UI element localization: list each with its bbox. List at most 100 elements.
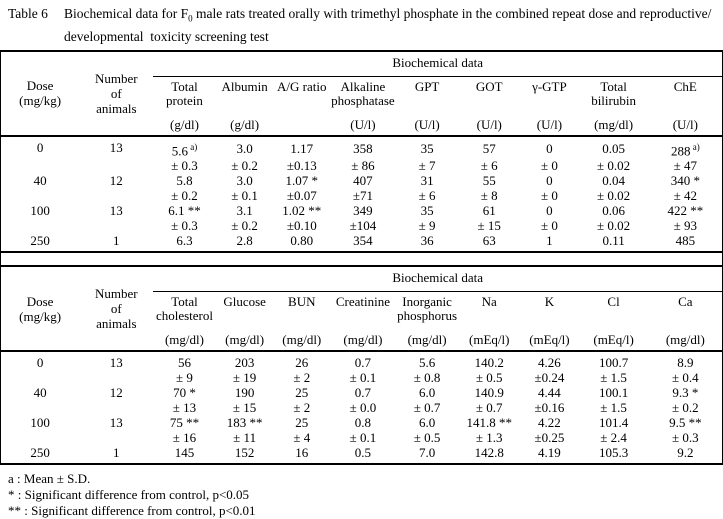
n-cell: 13 [109, 203, 123, 219]
value-cell: 6.3 [176, 233, 193, 249]
sd-cell: ± 16 [172, 430, 197, 446]
value-cell: 142.8 [474, 445, 504, 461]
biochemical-table-1: Dose (mg/kg) Number of animals Biochemic… [1, 49, 722, 254]
dose-label: Dose [26, 78, 54, 94]
sd-cell: ± 1.5 [600, 370, 627, 386]
table-row: 0 13 5.6 a) 3.0 1.17 358 35 57 0 0.05 288 a) [1, 136, 722, 158]
col-header-creatinine: Creatinine (mg/dl) [329, 291, 397, 353]
significance-marker: * [186, 385, 196, 401]
sd-cell: ± 0.1 [231, 188, 258, 204]
value-cell: 190 [234, 385, 255, 401]
dose-cell: 0 [36, 355, 44, 371]
value-cell: 152 [234, 445, 255, 461]
sd-cell: ±0.07 [286, 188, 317, 204]
value-cell: 31 [420, 173, 434, 189]
sd-cell: ± 6 [418, 188, 436, 204]
sd-cell: ± 0.8 [413, 370, 441, 386]
sd-cell: ± 4 [293, 430, 311, 446]
value-cell: 26 [295, 355, 309, 371]
col-header-bun: BUN (mg/dl) [273, 291, 330, 353]
n-cell: 13 [109, 355, 123, 371]
biochemical-data-spanner: Biochemical data [153, 50, 722, 77]
value-cell: 145 [174, 445, 195, 461]
sd-cell: ±0.10 [286, 218, 317, 234]
footnote-mean-sd: a : Mean ± S.D. [8, 471, 91, 487]
footnote-p001: ** : Significant difference from control… [8, 503, 256, 519]
sd-cell: ± 0.1 [349, 430, 377, 446]
col-header-total-protein: Total protein (g/dl) [153, 76, 216, 137]
table-number: Table 6 [8, 6, 48, 21]
significance-marker: ** [686, 203, 704, 219]
sd-cell: ±0.24 [534, 370, 565, 386]
value-cell: 35 [420, 141, 434, 157]
value-cell: 407 [353, 173, 373, 189]
dose-cell: 40 [33, 385, 47, 401]
tables-container: Dose (mg/kg) Number of animals Biochemic… [0, 49, 723, 466]
significance-marker: ** [685, 415, 702, 431]
caption-subscript: 0 [188, 13, 193, 24]
value-cell: 349 [353, 203, 373, 219]
dose-cell: 0 [36, 139, 44, 155]
n-label: of [110, 301, 122, 317]
significance-marker: ** [305, 203, 322, 219]
sd-cell: ± 0.2 [672, 400, 699, 416]
sd-cell: ± 2 [293, 400, 311, 416]
col-header-gpt: GPT (U/l) [396, 76, 459, 137]
value-cell: 0.7 [354, 385, 372, 401]
value-cell: 0 [546, 141, 553, 157]
mean-sd-marker: a) [187, 141, 198, 152]
mean-sd-marker: a) [690, 141, 700, 152]
col-header-ca: Ca (mg/dl) [648, 291, 722, 353]
footnote-p005: * : Significant difference from control,… [8, 487, 250, 503]
value-cell: 0.11 [602, 233, 625, 249]
value-cell: 203 [234, 355, 255, 371]
significance-marker: * [308, 173, 319, 189]
value-cell: 0 [546, 203, 553, 219]
value-cell: 8.9 [677, 355, 694, 371]
table-row: 40 12 5.8 3.0 1.07 * 407 31 55 0 0.04 340 * [1, 173, 722, 188]
value-cell: 5.6 a) [171, 141, 198, 159]
value-cell: 5.6 [418, 355, 436, 371]
table-row-sd: ± 16 ± 11 ± 4 ± 0.1 ± 0.5 ± 1.3 ±0.25 ± 2.4 ± 0.… [1, 430, 722, 445]
sd-cell: ± 0 [540, 158, 558, 174]
value-cell: 101.4 [598, 415, 629, 431]
table-row: 100 13 75 ** 183 ** 25 0.8 6.0 141.8 ** 4.22 101.… [1, 415, 722, 430]
sd-cell: ± 0.02 [597, 188, 631, 204]
value-cell: 140.2 [474, 355, 504, 371]
value-cell: 2.8 [236, 233, 253, 249]
value-cell: 36 [420, 233, 434, 249]
n-cell: 1 [113, 233, 120, 249]
sd-cell: ± 1.5 [600, 400, 627, 416]
value-cell: 0.8 [354, 415, 372, 431]
col-header-got: GOT (U/l) [458, 76, 521, 137]
value-cell: 3.0 [236, 173, 253, 189]
value-cell: 4.44 [538, 385, 561, 401]
sd-cell: ±104 [349, 218, 377, 234]
value-cell: 63 [482, 233, 496, 249]
value-cell: 4.19 [538, 445, 561, 461]
value-cell: 485 [675, 233, 696, 249]
value-cell: 5.8 [176, 173, 193, 189]
col-header-gamma-gtp: γ-GTP (U/l) [520, 76, 579, 137]
col-header-inorganic-phosphorus: Inorganic phosphorus (mg/dl) [396, 291, 459, 353]
table-row: 250 1 6.3 2.8 0.80 354 36 63 1 0.11 485 [1, 233, 722, 252]
sd-cell: ± 0 [540, 218, 558, 234]
value-cell: 141.8 ** [466, 415, 513, 431]
sd-cell: ± 42 [673, 188, 698, 204]
table-2-body: 0 13 56 203 26 0.7 5.6 140.2 4.26 100.7 8.9 ± 9 ± 19… [1, 351, 722, 464]
table-row-sd: ± 0.3 ± 0.2 ±0.10 ±104 ± 9 ± 15 ± 0 ± 0.02 ± 93 [1, 218, 722, 233]
value-cell: 3.1 [236, 203, 253, 219]
sd-cell: ±0.25 [534, 430, 565, 446]
value-cell: 3.0 [236, 141, 253, 157]
value-cell: 16 [295, 445, 309, 461]
n-label: of [110, 85, 122, 101]
value-cell: 140.9 [474, 385, 504, 401]
sd-cell: ± 19 [232, 370, 257, 386]
sd-cell: ± 7 [418, 158, 436, 174]
value-cell: 75 ** [169, 415, 200, 431]
value-cell: 55 [482, 173, 496, 189]
value-cell: 0.04 [602, 173, 625, 189]
sd-cell: ± 9 [176, 370, 193, 386]
footnotes: a : Mean ± S.D. * : Significant differen… [0, 465, 723, 519]
